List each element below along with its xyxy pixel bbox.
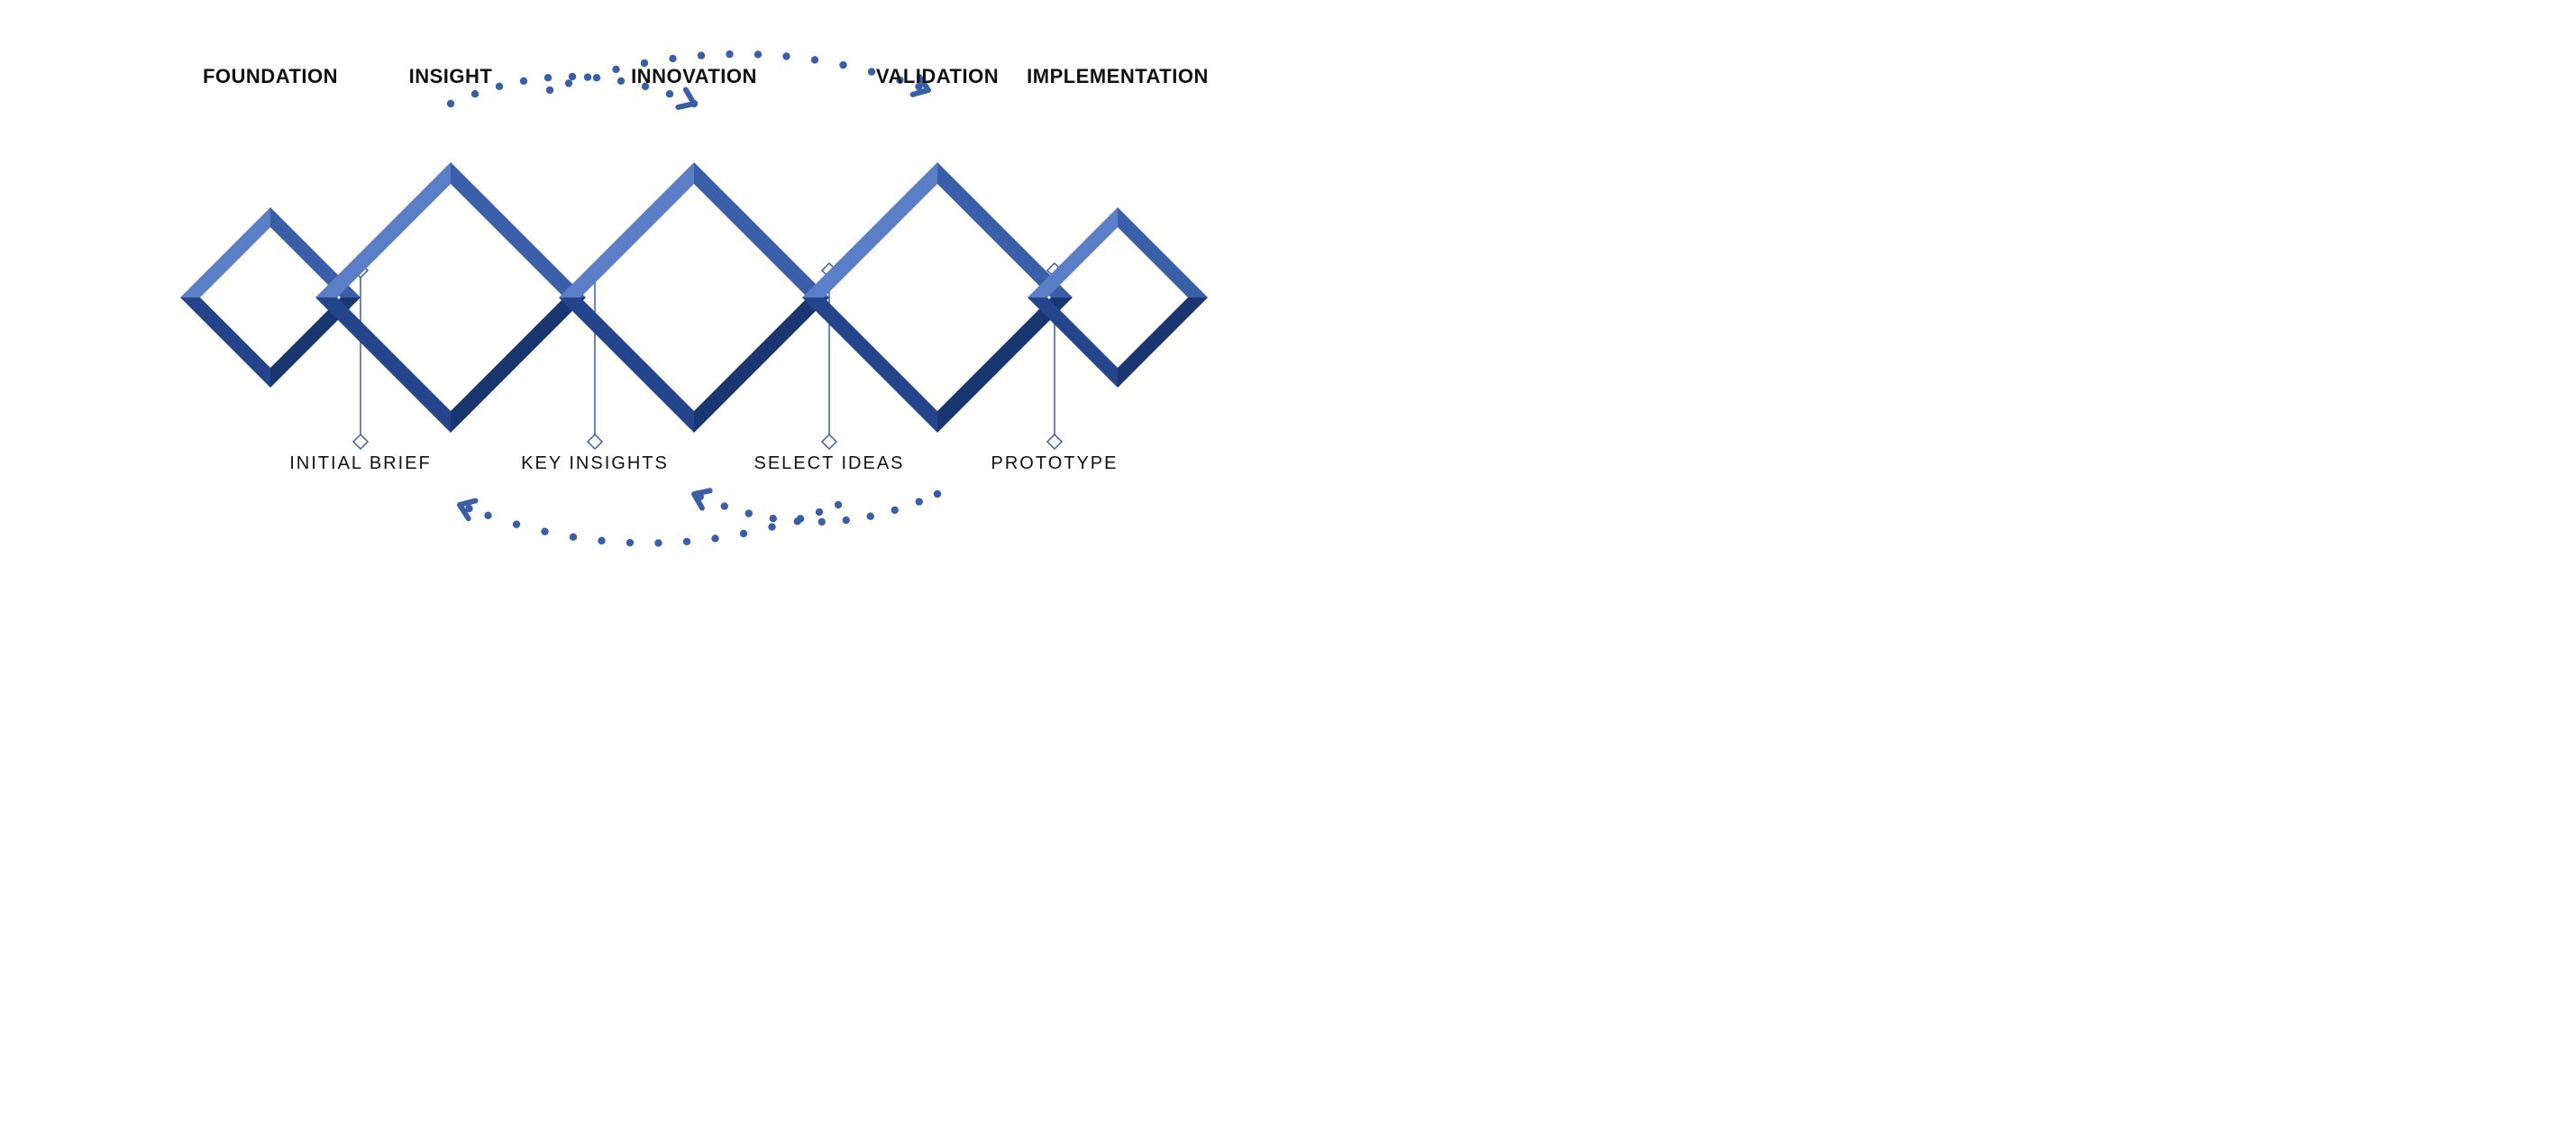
edge-bottom-right [1118, 297, 1208, 388]
edge-bottom-left [802, 297, 937, 433]
edge-top-right [694, 162, 829, 297]
edge-top-left [559, 162, 694, 297]
edge-top-left [180, 207, 270, 297]
edge-bottom-left [1028, 297, 1118, 388]
phase-label-validation: VALIDATION [876, 65, 999, 87]
edge-bottom-right [451, 297, 586, 433]
edge-top-right [451, 162, 586, 297]
process-diagram: FOUNDATION INSIGHT INNOVATION VALIDATION IMP… [0, 0, 1397, 595]
output-label-prototype: PROTOTYPE [991, 453, 1119, 473]
edge-top-right [1118, 207, 1208, 297]
phase-label-innovation: INNOVATION [631, 65, 757, 87]
feedback-arc [694, 490, 941, 526]
edge-top-left [1028, 207, 1118, 297]
edge-bottom-left [180, 297, 270, 388]
edge-bottom-left [315, 297, 451, 433]
output-label-key-insights: KEY INSIGHTS [521, 453, 669, 473]
output-label-initial-brief: INITIAL BRIEF [289, 453, 432, 473]
marker-initial-brief [353, 263, 368, 449]
edge-bottom-left [559, 297, 694, 433]
output-label-select-ideas: SELECT IDEAS [754, 453, 904, 473]
edge-top-left [802, 162, 937, 297]
phase-label-implementation: IMPLEMENTATION [1027, 65, 1209, 87]
marker-key-insights [588, 263, 602, 449]
phase-label-insight: INSIGHT [409, 65, 493, 87]
phase-label-foundation: FOUNDATION [203, 65, 338, 87]
diamond-innovation [559, 162, 829, 433]
edge-bottom-right [694, 297, 829, 433]
feedback-arc [460, 501, 842, 547]
edge-top-left [315, 162, 451, 297]
